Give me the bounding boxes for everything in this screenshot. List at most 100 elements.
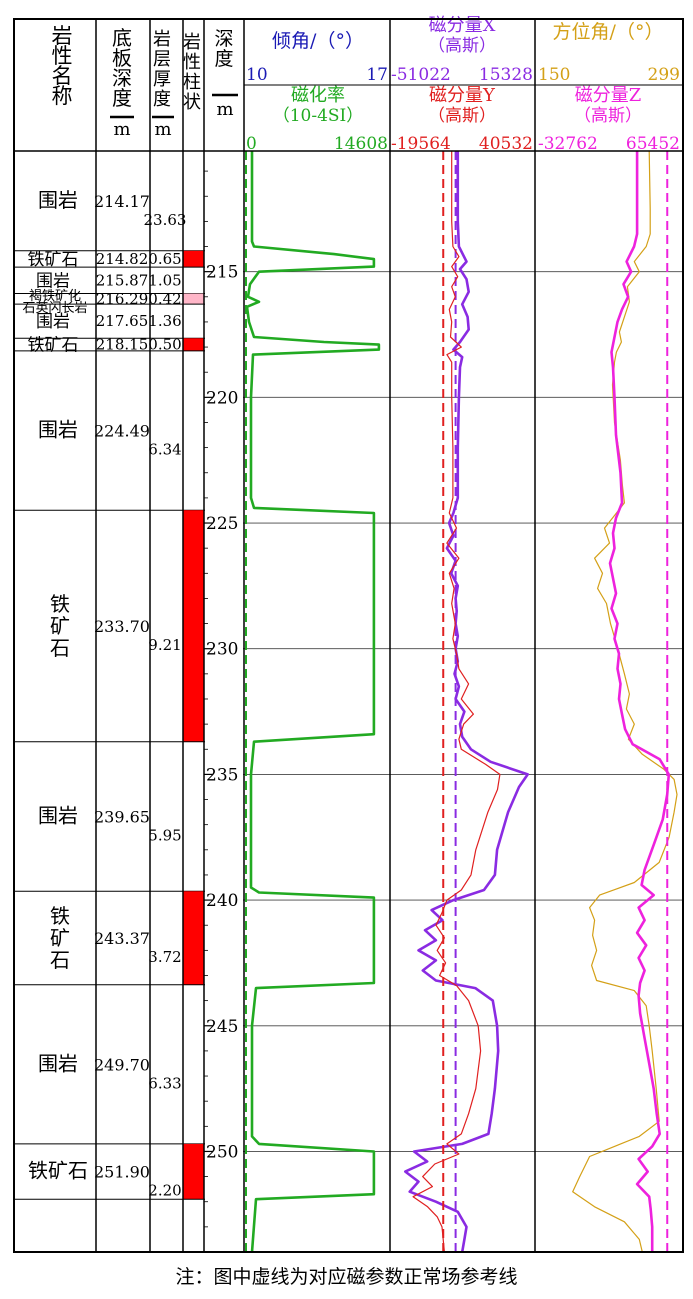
layer-bottom-depth: 215.87: [96, 271, 149, 289]
susceptibility-max: 14608: [334, 134, 388, 154]
layer-thickness: 6.33: [148, 1074, 181, 1092]
layer-name: 围岩: [38, 188, 78, 212]
svg-text:岩: 岩: [52, 24, 73, 48]
svg-text:板: 板: [112, 46, 132, 70]
svg-text:深: 深: [112, 66, 132, 90]
header-susceptibility-unit: （10-4SI）: [273, 106, 364, 126]
curve-azimuth: [572, 150, 678, 1253]
svg-text:度: 度: [112, 86, 132, 110]
inclination-min: 10: [246, 65, 268, 85]
layer-name: 围岩: [38, 804, 78, 828]
layer-thickness: 9.21: [148, 636, 181, 654]
layer-bottom-depth: 233.70: [94, 617, 150, 636]
lithology-layer: 围岩 215.87 1.05: [14, 271, 205, 295]
header-depth-unit: m: [216, 99, 233, 120]
depth-tick-label: 215: [206, 263, 238, 283]
layer-thickness: 2.20: [148, 1182, 181, 1200]
layer-name: 铁矿石: [50, 592, 70, 660]
layer-name: 铁矿石: [50, 904, 70, 972]
svg-text:层: 层: [153, 49, 171, 70]
svg-text:称: 称: [52, 84, 73, 108]
lithology-fill: [183, 1143, 204, 1200]
curve-bx: [403, 151, 530, 1253]
layer-name: 围岩: [38, 418, 78, 442]
azimuth-max: 299: [648, 65, 680, 85]
svg-text:岩: 岩: [183, 32, 201, 53]
layer-name: 铁矿石: [28, 1159, 88, 1183]
svg-text:铁: 铁: [50, 904, 70, 928]
lithology-layer: 铁矿石 251.902.20: [14, 1143, 205, 1200]
bx-max: 15328: [479, 65, 533, 85]
svg-text:深: 深: [214, 28, 233, 50]
lithology-layer: 围岩 224.496.34: [14, 418, 205, 511]
svg-text:性: 性: [183, 52, 201, 73]
track-azimuth: [572, 150, 678, 1253]
svg-text:铁: 铁: [50, 592, 70, 616]
layer-bottom-depth: 224.49: [94, 422, 150, 441]
layer-name: 围岩: [36, 312, 70, 332]
layer-bottom-depth: 218.15: [96, 336, 149, 354]
svg-text:状: 状: [183, 92, 201, 113]
header-bx: 磁分量X: [429, 15, 496, 36]
header-bz: 磁分量Z: [575, 85, 642, 106]
svg-text:矿: 矿: [50, 926, 70, 950]
depth-tick-label: 245: [206, 1017, 238, 1037]
svg-text:厚: 厚: [153, 69, 171, 90]
depth-tick-label: 230: [206, 640, 238, 660]
header-depth: 深度: [214, 28, 233, 70]
layer-name: 围岩: [38, 1051, 78, 1075]
header-by-unit: （高斯）: [428, 106, 496, 126]
lithology-fill: [183, 891, 204, 985]
susceptibility-min: 0: [246, 134, 257, 154]
lithology-layer: 铁矿石 243.373.72: [14, 891, 205, 986]
curve-susceptibility: [245, 151, 381, 1253]
lithology-layer: 铁矿石 233.709.21: [14, 510, 205, 743]
bx-min: -51022: [391, 65, 451, 85]
table-frame: [13, 18, 684, 1253]
outer-frame: [13, 18, 684, 1253]
depth-tick-label: 235: [206, 765, 238, 785]
lithology-fill: [183, 293, 204, 305]
track-susceptibility: [244, 151, 381, 1253]
layer-bottom-depth: 239.65: [94, 808, 150, 827]
layer-thickness: 0.50: [148, 336, 181, 354]
svg-text:名: 名: [52, 64, 73, 88]
layer-bottom-depth: 217.65: [96, 312, 149, 330]
svg-text:褐铁矿化: 褐铁矿化: [29, 289, 81, 304]
layer-thickness: 5.95: [148, 827, 181, 845]
layer-name: 铁矿石: [28, 250, 79, 270]
layer-bottom-depth: 214.82: [96, 250, 149, 268]
layer-thickness: 23.63: [144, 211, 187, 229]
svg-text:石: 石: [50, 636, 70, 660]
layer-name: 围岩: [36, 271, 70, 291]
curve-by: [412, 151, 501, 1253]
header-susceptibility: 磁化率: [291, 85, 345, 106]
lithology-layer: 围岩 249.706.33: [14, 1051, 205, 1145]
layer-thickness: 6.34: [148, 441, 181, 459]
header-bottom-depth-unit: m: [113, 119, 130, 140]
svg-text:石: 石: [50, 948, 70, 972]
header-azimuth: 方位角/（°）: [553, 21, 664, 43]
svg-text:岩: 岩: [153, 29, 171, 50]
layer-bottom-depth: 251.90: [94, 1163, 150, 1182]
azimuth-min: 150: [538, 65, 570, 85]
lithology-layer: 铁矿石 218.15 0.50: [14, 336, 205, 356]
lithology-fill: [183, 338, 204, 351]
svg-text:柱: 柱: [183, 72, 201, 93]
depth-tick-label: 220: [206, 388, 238, 408]
by-min: -19564: [391, 134, 451, 154]
footnote: 注：图中虚线为对应磁参数正常场参考线: [175, 1266, 518, 1288]
layer-bottom-depth: 214.17: [94, 192, 150, 211]
lithology-fill: [183, 250, 204, 268]
track-by: [412, 151, 501, 1253]
by-max: 40532: [479, 134, 533, 154]
header-inclination: 倾角/（°）: [272, 30, 364, 52]
layer-name: 铁矿石: [28, 336, 79, 356]
